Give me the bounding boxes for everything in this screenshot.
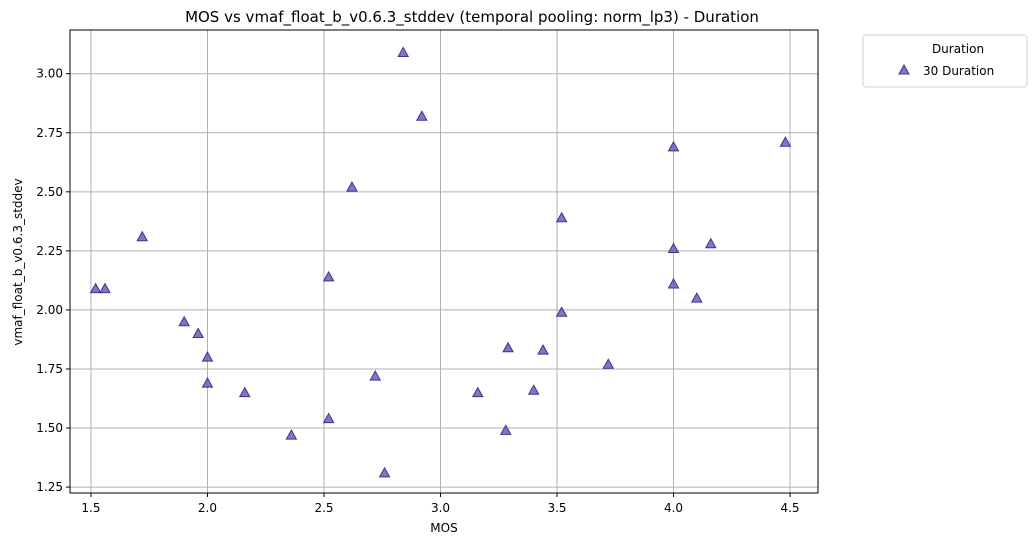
data-point [416, 110, 428, 121]
x-axis: 1.5 2.0 2.5 3.0 3.5 4.0 4.5 [81, 493, 800, 515]
data-point [555, 306, 568, 317]
data-point [555, 211, 568, 223]
data-point [369, 370, 382, 381]
x-tick-label: 3.5 [547, 501, 566, 515]
y-tick-label: 2.50 [36, 185, 63, 199]
x-tick-label: 1.5 [81, 501, 100, 515]
y-axis: 1.25 1.50 1.75 2.00 2.25 2.50 2.75 3.00 [36, 67, 70, 494]
data-point [537, 344, 549, 355]
data-point [667, 277, 680, 289]
y-tick-label: 2.00 [36, 303, 63, 317]
data-point [378, 466, 391, 478]
y-tick-label: 1.75 [36, 362, 63, 376]
chart-title: MOS vs vmaf_float_b_v0.6.3_stddev (tempo… [185, 8, 759, 27]
data-point [285, 429, 298, 440]
data-point [704, 237, 717, 249]
y-axis-label: vmaf_float_b_v0.6.3_stddev [11, 178, 25, 345]
data-points [89, 46, 792, 478]
plot-frame [69, 29, 819, 494]
data-point [192, 327, 205, 339]
legend-marker-icon [898, 63, 910, 75]
data-point [397, 46, 410, 57]
legend: Duration 30 Duration [862, 34, 1028, 88]
x-tick-label: 2.5 [314, 501, 333, 515]
data-point [690, 292, 703, 303]
y-tick-label: 3.00 [36, 67, 63, 81]
data-point [502, 341, 514, 353]
data-point [322, 412, 335, 424]
x-tick-label: 2.0 [198, 501, 217, 515]
data-point [89, 282, 102, 294]
y-tick-label: 2.25 [36, 244, 63, 258]
x-tick-label: 4.5 [780, 501, 799, 515]
data-point [178, 315, 191, 327]
y-tick-label: 2.75 [36, 126, 63, 140]
data-point [322, 270, 335, 282]
x-tick-label: 3.0 [431, 501, 450, 515]
grid [70, 30, 818, 493]
data-point [99, 282, 111, 294]
data-point [471, 386, 484, 398]
x-tick-label: 4.0 [664, 501, 683, 515]
data-point [779, 136, 792, 147]
y-tick-label: 1.50 [36, 421, 63, 435]
data-point [667, 242, 680, 254]
data-point [201, 351, 214, 362]
legend-label: 30 Duration [923, 64, 994, 78]
x-axis-label: MOS [430, 521, 457, 535]
data-point [238, 386, 251, 398]
data-point [136, 230, 149, 242]
data-point [667, 140, 680, 152]
data-point [499, 424, 512, 435]
data-point [201, 377, 214, 388]
data-point [602, 358, 615, 369]
y-tick-label: 1.25 [36, 480, 63, 494]
data-point [346, 181, 358, 192]
data-point [527, 384, 540, 395]
legend-title: Duration [932, 42, 984, 56]
